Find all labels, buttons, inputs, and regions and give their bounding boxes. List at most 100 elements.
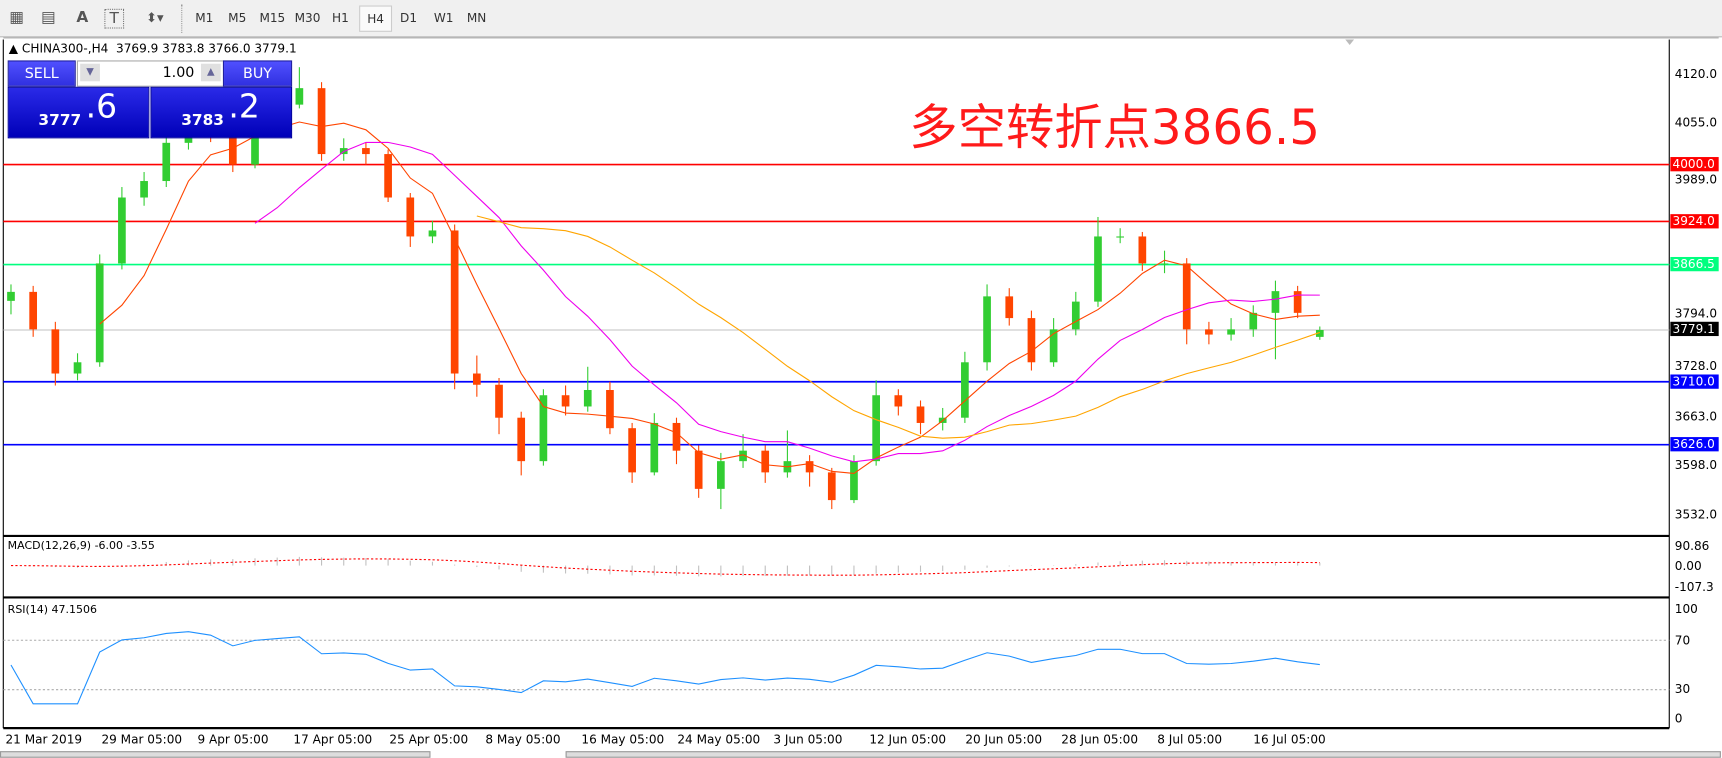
period-m15[interactable]: M15 — [259, 10, 286, 25]
collapse-triangle-icon[interactable]: ▲ — [8, 41, 19, 57]
chart-window[interactable] — [3, 37, 1719, 756]
candle-body — [761, 450, 770, 473]
toolbar: ▦ ▤ A T ⬍▾ M1 M5 M15 M30 H1 H4 D1 W1 MN — [0, 0, 1722, 38]
period-m30[interactable]: M30 — [294, 10, 321, 25]
grid-f-icon[interactable]: ▤ — [41, 8, 56, 27]
period-h4[interactable]: H4 — [359, 5, 393, 32]
period-h1[interactable]: H1 — [332, 10, 349, 25]
candle-body — [517, 417, 526, 462]
lot-size-field[interactable]: ▼ 1.00 ▲ — [76, 60, 225, 87]
date-label: 25 Apr 05:00 — [389, 732, 469, 747]
chart-shift-marker-icon — [1345, 39, 1355, 46]
chart-tab-scroll[interactable] — [0, 751, 431, 758]
candle-body — [1293, 291, 1302, 313]
candle-body — [672, 422, 681, 451]
lot-value[interactable]: 1.00 — [162, 64, 195, 82]
candle-body — [1205, 329, 1213, 335]
price-tick: 4120.0 — [1674, 66, 1718, 82]
candle-body — [694, 450, 703, 489]
rsi-tick: 0 — [1674, 711, 1683, 726]
price-line-tag: 3924.0 — [1670, 213, 1719, 229]
candle-body — [916, 406, 925, 423]
buy-price-main: 3783 — [181, 112, 224, 130]
price-tick: 3728.0 — [1674, 358, 1718, 373]
candle-body — [805, 461, 814, 473]
period-w1[interactable]: W1 — [433, 10, 454, 25]
toolbar-separator — [181, 4, 184, 33]
candle-body — [51, 329, 60, 374]
candle-body — [894, 395, 903, 407]
candle-body — [362, 148, 370, 155]
lot-increase-button[interactable]: ▲ — [200, 63, 221, 82]
candle-body — [561, 395, 570, 407]
buy-price-button[interactable]: 3783 .2 — [150, 86, 293, 139]
candle-body — [73, 362, 82, 374]
price-line-tag: 4000.0 — [1670, 156, 1719, 172]
text-label-icon[interactable]: T — [104, 8, 125, 29]
period-m1[interactable]: M1 — [195, 10, 214, 25]
macd-signal-line — [10, 558, 1320, 576]
date-label: 3 Jun 05:00 — [773, 732, 843, 747]
candle-body — [583, 389, 592, 407]
candle-body — [29, 291, 38, 330]
sell-button[interactable]: SELL — [7, 60, 76, 87]
period-mn[interactable]: MN — [466, 10, 487, 25]
candle-body — [1249, 312, 1258, 330]
price-line-tag: 3866.5 — [1670, 256, 1719, 272]
candle-body — [428, 230, 437, 237]
candle-body — [295, 88, 304, 105]
text-icon[interactable]: A — [76, 8, 89, 27]
candle-body — [162, 142, 171, 182]
date-label: 21 Mar 2019 — [5, 732, 83, 747]
candle-body — [118, 197, 126, 264]
candle-body — [1315, 330, 1324, 337]
price-tick: 3794.0 — [1674, 306, 1718, 322]
price-line-tag: 3626.0 — [1670, 436, 1719, 452]
horizontal-scrollbar[interactable] — [565, 751, 1721, 758]
rsi-tick: 30 — [1674, 681, 1691, 697]
date-label: 8 Jul 05:00 — [1157, 732, 1223, 747]
date-label: 12 Jun 05:00 — [869, 732, 947, 747]
period-m5[interactable]: M5 — [228, 10, 247, 25]
buy-price-pips: .2 — [228, 87, 260, 127]
grid-e-icon[interactable]: ▦ — [9, 8, 24, 27]
sell-price-main: 3777 — [38, 112, 82, 130]
candle-body — [1227, 329, 1235, 335]
candle-body — [650, 422, 659, 473]
candle-body — [406, 197, 415, 237]
date-label: 28 Jun 05:00 — [1061, 732, 1139, 747]
date-label: 17 Apr 05:00 — [293, 732, 373, 747]
price-line-tag: 3779.1 — [1670, 322, 1719, 337]
date-label: 16 May 05:00 — [581, 732, 665, 747]
date-label: 20 Jun 05:00 — [965, 732, 1043, 747]
period-d1[interactable]: D1 — [400, 10, 418, 25]
macd-tick: 90.86 — [1674, 539, 1710, 554]
ohlc-values: 3769.9 3783.8 3766.0 3779.1 — [116, 41, 297, 57]
candle-body — [628, 428, 636, 473]
candle-body — [140, 181, 148, 198]
candle-body — [1271, 291, 1280, 313]
date-label: 24 May 05:00 — [677, 732, 761, 747]
candle-body — [961, 362, 969, 418]
price-line-tag: 3710.0 — [1670, 374, 1719, 389]
ma-mid-line — [254, 141, 1320, 463]
candle-body — [1160, 263, 1169, 265]
candle-body — [95, 263, 104, 363]
candle-body — [1094, 236, 1102, 302]
candle-body — [606, 389, 614, 429]
macd-tick: 0.00 — [1674, 558, 1702, 574]
arrows-icon[interactable]: ⬍▾ — [146, 9, 164, 26]
sell-price-button[interactable]: 3777 .6 — [7, 86, 150, 139]
candle-body — [251, 121, 259, 165]
lot-decrease-button[interactable]: ▼ — [80, 63, 100, 82]
candle-body — [850, 461, 858, 501]
candle-body — [495, 384, 503, 418]
candle-body — [717, 461, 725, 489]
buy-button[interactable]: BUY — [222, 60, 293, 87]
candle-body — [872, 395, 880, 462]
candle-body — [1116, 236, 1125, 238]
candle-body — [317, 88, 326, 155]
candle-body — [1182, 263, 1191, 330]
